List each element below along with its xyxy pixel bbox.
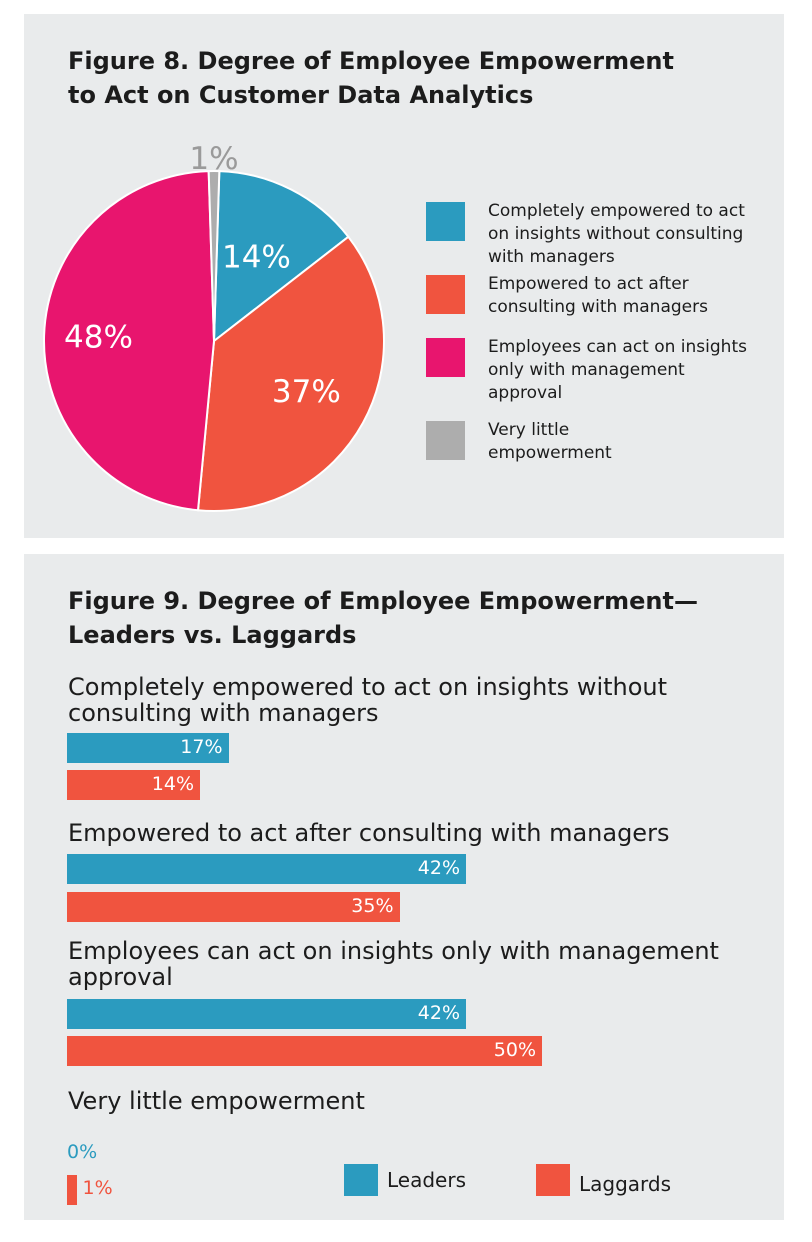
bar-leaders: 42% xyxy=(67,854,466,884)
bar-data-label: 50% xyxy=(493,1039,536,1061)
bar-laggards: 14% xyxy=(67,770,200,800)
legend-label: Employees can act on insights only with … xyxy=(488,337,747,403)
category-label: Employees can act on insights only with … xyxy=(68,937,719,991)
figure-9-panel: Figure 9. Degree of Employee Empowerment… xyxy=(24,554,784,1220)
bar-laggards: 35% xyxy=(67,892,400,922)
legend-label: Empowered to act after consulting with m… xyxy=(488,274,708,317)
bar-data-label: 1% xyxy=(82,1177,113,1199)
legend-swatch-orange xyxy=(426,275,465,314)
legend-swatch-pink xyxy=(426,338,465,377)
figure-8-panel: Figure 8. Degree of Employee Empowerment… xyxy=(24,14,784,538)
legend-swatch-leaders xyxy=(344,1164,378,1196)
category-label: Very little empowerment xyxy=(68,1087,365,1115)
legend-label: Very little empowerment xyxy=(488,420,612,463)
pie-data-label: 37% xyxy=(272,374,341,410)
figure-8-title: Figure 8. Degree of Employee Empowerment… xyxy=(68,47,674,109)
legend-swatch-blue xyxy=(426,202,465,241)
legend-label: Completely empowered to act on insights … xyxy=(488,201,745,267)
pie-data-label: 1% xyxy=(189,141,238,177)
pie-slice xyxy=(196,235,385,512)
pie-slice xyxy=(207,170,221,342)
bar-data-label: 0% xyxy=(67,1141,98,1163)
pie-chart: 14% 37% 48% 1% xyxy=(43,141,385,512)
bar-data-label: 35% xyxy=(351,895,394,917)
bar-laggards xyxy=(67,1175,77,1205)
category-label: Empowered to act after consulting with m… xyxy=(68,819,670,847)
category-label: Completely empowered to act on insights … xyxy=(68,673,668,727)
pie-data-label: 48% xyxy=(64,319,133,355)
bar-data-label: 42% xyxy=(417,857,460,879)
pie-slice xyxy=(212,170,350,344)
bar-data-label: 17% xyxy=(180,736,223,758)
legend-swatch-gray xyxy=(426,421,465,460)
bar-leaders: 17% xyxy=(67,733,229,763)
bar-data-label: 14% xyxy=(151,773,194,795)
bar-leaders: 42% xyxy=(67,999,466,1029)
bar-data-label: 42% xyxy=(417,1002,460,1024)
figure-9-title: Figure 9. Degree of Employee Empowerment… xyxy=(68,587,698,649)
pie-slice xyxy=(43,170,216,512)
legend-label-laggards: Laggards xyxy=(579,1172,672,1196)
legend-swatch-laggards xyxy=(536,1164,570,1196)
pie-data-label: 14% xyxy=(222,240,291,276)
legend-label-leaders: Leaders xyxy=(387,1168,466,1192)
bar-laggards: 50% xyxy=(67,1036,542,1066)
